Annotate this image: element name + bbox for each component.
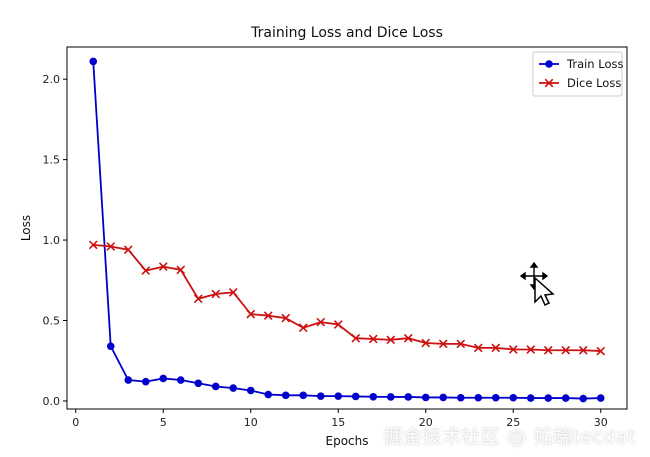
data-point [334, 392, 343, 400]
data-point [351, 392, 360, 401]
legend-item: Train Loss [539, 57, 623, 71]
y-tick-label: 1.0 [43, 234, 61, 247]
data-point [246, 309, 256, 319]
data-point [404, 393, 413, 401]
data-point [368, 334, 378, 344]
data-point [141, 377, 150, 386]
data-point [281, 391, 290, 400]
data-point [579, 394, 588, 403]
data-point [491, 393, 500, 402]
data-point [193, 294, 203, 304]
y-tick-label: 0.0 [43, 395, 61, 408]
data-point [456, 393, 465, 402]
data-point [333, 320, 343, 329]
legend-marker [544, 78, 554, 88]
data-point [561, 345, 571, 355]
legend-label: Dice Loss [567, 76, 621, 90]
data-point [421, 393, 430, 402]
data-point [106, 342, 115, 351]
data-point [228, 287, 238, 297]
data-point [439, 393, 448, 402]
x-tick-label: 25 [506, 416, 520, 429]
data-point [438, 339, 448, 349]
data-point [596, 394, 605, 402]
data-point [141, 266, 151, 276]
data-point [89, 57, 98, 66]
legend-items: Train Loss Dice Loss [539, 57, 623, 90]
data-point [386, 393, 395, 401]
data-point [474, 393, 483, 402]
data-point [403, 333, 413, 343]
plot-area-frame [66, 46, 628, 410]
x-axis-label: Epochs [326, 434, 369, 448]
legend-item: Dice Loss [539, 76, 621, 90]
data-point [508, 345, 518, 354]
legend-box [532, 51, 623, 97]
series-line [92, 61, 601, 400]
legend: Train Loss Dice Loss [532, 51, 623, 97]
data-point [316, 392, 325, 400]
data-point [561, 394, 570, 402]
legend-label: Train Loss [566, 57, 623, 71]
data-point [106, 242, 116, 251]
data-point [456, 339, 466, 349]
x-tick-label: 0 [72, 416, 79, 429]
legend-marker [545, 60, 553, 68]
move-cursor-icon [520, 262, 555, 307]
data-point [386, 335, 396, 345]
data-point [421, 338, 431, 348]
x-tick-label: 20 [419, 416, 433, 429]
data-point [299, 391, 308, 400]
data-point [526, 394, 535, 402]
x-tick-label: 5 [160, 416, 167, 429]
series-line [93, 243, 601, 352]
y-tick-label: 0.5 [43, 315, 61, 328]
data-point [88, 240, 98, 250]
watermark-text: 掘金技术社区 @ 拓端tecdat [383, 426, 636, 448]
series-layer [88, 57, 606, 403]
data-point [124, 376, 133, 384]
series-dice-loss [88, 240, 606, 356]
data-point [473, 343, 483, 353]
data-point [211, 289, 221, 299]
series-train-loss [89, 57, 605, 403]
y-tick-label: 1.5 [43, 154, 61, 167]
data-point [229, 384, 238, 392]
data-point [316, 317, 326, 327]
data-point [544, 394, 553, 402]
data-point [263, 311, 273, 321]
data-point [491, 343, 501, 353]
data-point [578, 345, 588, 355]
data-point [596, 346, 606, 356]
data-point [281, 313, 291, 323]
data-point [543, 345, 553, 355]
data-point [526, 345, 536, 354]
y-tick-label: 2.0 [43, 73, 61, 86]
x-tick-label: 30 [594, 416, 608, 429]
data-point [351, 333, 361, 343]
x-tick-label: 15 [331, 416, 345, 429]
data-point [176, 376, 185, 384]
data-point [369, 392, 378, 401]
chart-title: Training Loss and Dice Loss [250, 25, 443, 41]
data-point [298, 323, 308, 333]
data-point [159, 374, 168, 383]
data-point [176, 265, 186, 275]
data-point [246, 386, 255, 395]
data-point [194, 379, 203, 388]
y-axis-label: Loss [19, 215, 33, 241]
y-axis-ticks: 0.0 0.5 1.0 1.5 2.0 [43, 73, 67, 408]
data-point [211, 382, 220, 391]
x-tick-label: 10 [244, 416, 258, 429]
data-point [509, 393, 518, 402]
data-point [158, 262, 168, 271]
x-axis-ticks: 0 5 10 15 20 25 30 [72, 409, 608, 429]
data-point [264, 390, 273, 399]
data-point [123, 245, 133, 255]
